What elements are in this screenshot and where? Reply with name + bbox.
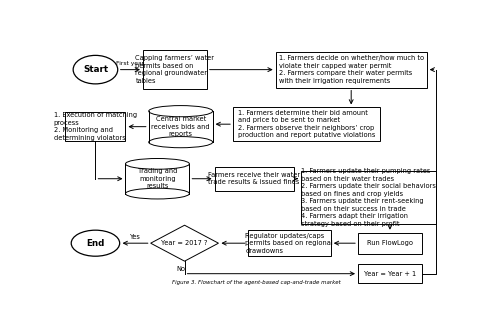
Text: Central market
receives bids and
reports: Central market receives bids and reports bbox=[152, 116, 210, 137]
Polygon shape bbox=[150, 225, 218, 261]
Ellipse shape bbox=[148, 106, 212, 117]
Text: Start: Start bbox=[83, 65, 108, 74]
FancyBboxPatch shape bbox=[214, 167, 294, 191]
Text: Capping farmers’ water
permits based on
regional groundwater
tables: Capping farmers’ water permits based on … bbox=[136, 55, 214, 84]
Text: 1. Farmers update their pumping rates
based on their water trades
2. Farmers upd: 1. Farmers update their pumping rates ba… bbox=[301, 168, 436, 227]
Text: Run FlowLogo: Run FlowLogo bbox=[367, 240, 413, 246]
Ellipse shape bbox=[73, 55, 118, 84]
FancyBboxPatch shape bbox=[276, 52, 427, 88]
Text: 1. Farmers decide on whether/how much to
violate their capped water permit
2. Fa: 1. Farmers decide on whether/how much to… bbox=[278, 55, 424, 84]
Ellipse shape bbox=[71, 230, 120, 256]
Text: Yes: Yes bbox=[130, 234, 140, 240]
FancyBboxPatch shape bbox=[358, 233, 422, 254]
Text: Year = Year + 1: Year = Year + 1 bbox=[364, 271, 416, 277]
FancyBboxPatch shape bbox=[301, 171, 436, 224]
FancyBboxPatch shape bbox=[66, 112, 126, 141]
Text: 1. Execution of matching
process
2. Monitoring and
determining violators: 1. Execution of matching process 2. Moni… bbox=[54, 112, 137, 141]
FancyBboxPatch shape bbox=[248, 230, 331, 256]
FancyBboxPatch shape bbox=[358, 264, 422, 283]
Text: End: End bbox=[86, 239, 104, 248]
Text: First year: First year bbox=[116, 61, 144, 66]
FancyBboxPatch shape bbox=[148, 111, 212, 142]
Text: Trading and
monitoring
results: Trading and monitoring results bbox=[138, 168, 177, 189]
Ellipse shape bbox=[126, 188, 190, 199]
Ellipse shape bbox=[126, 158, 190, 169]
Text: 1. Farmers determine their bid amount
and price to be sent to market
2. Farmers : 1. Farmers determine their bid amount an… bbox=[238, 110, 376, 138]
Text: Year = 2017 ?: Year = 2017 ? bbox=[162, 240, 208, 246]
FancyBboxPatch shape bbox=[233, 108, 380, 141]
FancyBboxPatch shape bbox=[143, 51, 207, 89]
Text: No: No bbox=[176, 266, 185, 272]
Text: Figure 3. Flowchart of the agent-based cap-and-trade market: Figure 3. Flowchart of the agent-based c… bbox=[172, 280, 340, 285]
Text: Regulator updates/caps
permits based on regional
drawdowns: Regulator updates/caps permits based on … bbox=[246, 233, 333, 254]
Ellipse shape bbox=[148, 137, 212, 148]
FancyBboxPatch shape bbox=[126, 164, 190, 194]
Text: Farmers receive their water
trade results & issued fines: Farmers receive their water trade result… bbox=[208, 172, 300, 185]
